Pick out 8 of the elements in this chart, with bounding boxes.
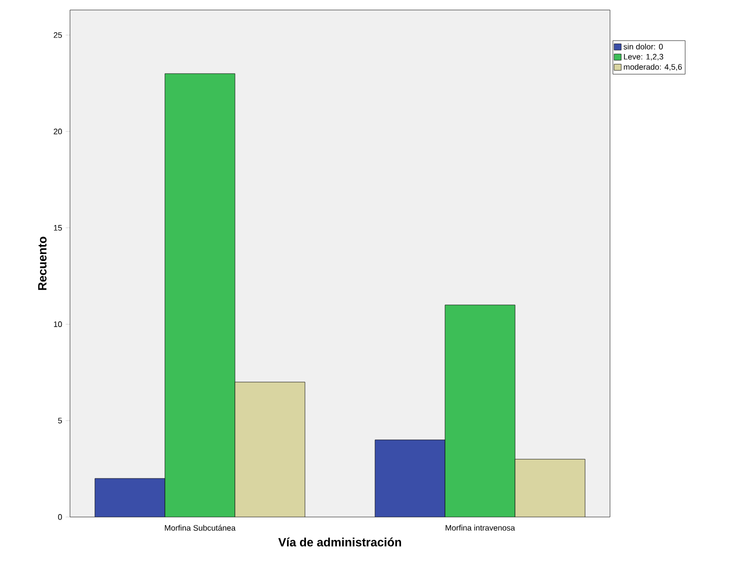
y-axis-title: Recuento xyxy=(38,236,47,290)
bar xyxy=(514,458,586,517)
bar xyxy=(234,382,306,517)
bar xyxy=(374,440,446,517)
x-axis-title: Vía de administración xyxy=(278,538,402,546)
bar xyxy=(94,478,166,517)
bar xyxy=(164,73,236,517)
bar xyxy=(444,304,516,517)
